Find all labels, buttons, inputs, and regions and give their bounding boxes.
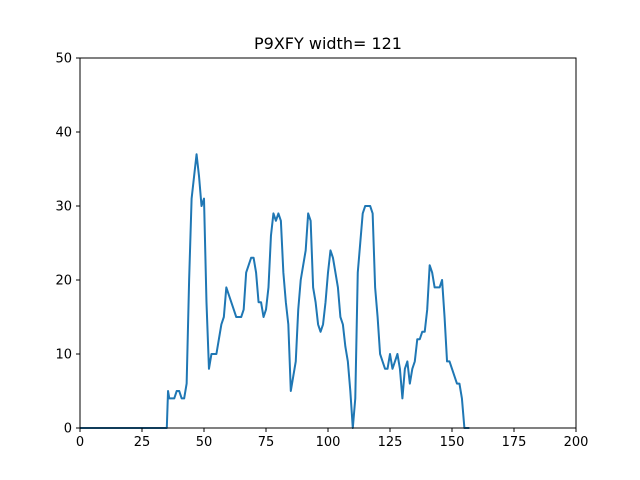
series-line-0 (80, 153, 470, 429)
x-tick-label: 25 (134, 435, 151, 450)
y-tick-label: 20 (55, 274, 72, 289)
x-tick-label: 100 (316, 435, 341, 450)
chart-title: P9XFY width= 121 (254, 34, 402, 53)
x-tick-label: 200 (564, 435, 589, 450)
x-tick-label: 150 (440, 435, 465, 450)
y-axis: 0 10 20 30 40 50 (55, 52, 80, 437)
y-tick-label: 10 (55, 348, 72, 363)
x-tick-label: 125 (378, 435, 403, 450)
y-tick-label: 0 (64, 422, 72, 437)
x-axis: 0 25 50 75 100 125 150 175 200 (76, 428, 589, 450)
plot-area (80, 153, 470, 429)
x-tick-label: 50 (196, 435, 213, 450)
y-tick-label: 40 (55, 126, 72, 141)
y-tick-label: 50 (55, 52, 72, 67)
y-tick-label: 30 (55, 200, 72, 215)
x-tick-label: 175 (502, 435, 527, 450)
x-tick-label: 0 (76, 435, 84, 450)
x-tick-label: 75 (258, 435, 275, 450)
